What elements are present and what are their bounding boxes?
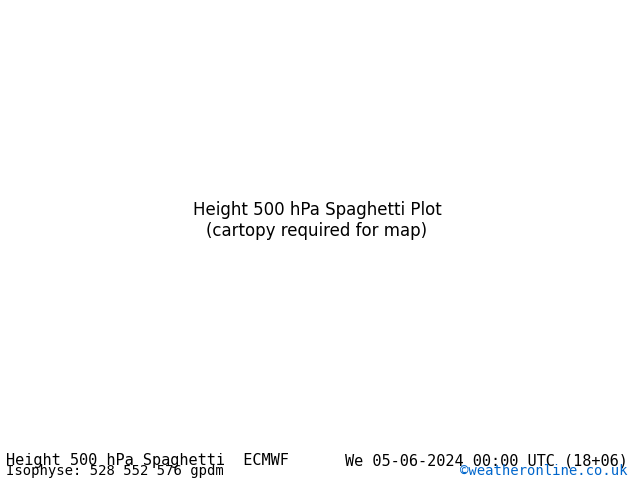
Text: Isophyse: 528 552 576 gpdm: Isophyse: 528 552 576 gpdm (6, 464, 224, 478)
Text: Height 500 hPa Spaghetti Plot
(cartopy required for map): Height 500 hPa Spaghetti Plot (cartopy r… (193, 201, 441, 240)
Text: We 05-06-2024 00:00 UTC (18+06): We 05-06-2024 00:00 UTC (18+06) (345, 453, 628, 468)
Text: Height 500 hPa Spaghetti  ECMWF: Height 500 hPa Spaghetti ECMWF (6, 453, 289, 468)
Text: ©weatheronline.co.uk: ©weatheronline.co.uk (460, 464, 628, 478)
